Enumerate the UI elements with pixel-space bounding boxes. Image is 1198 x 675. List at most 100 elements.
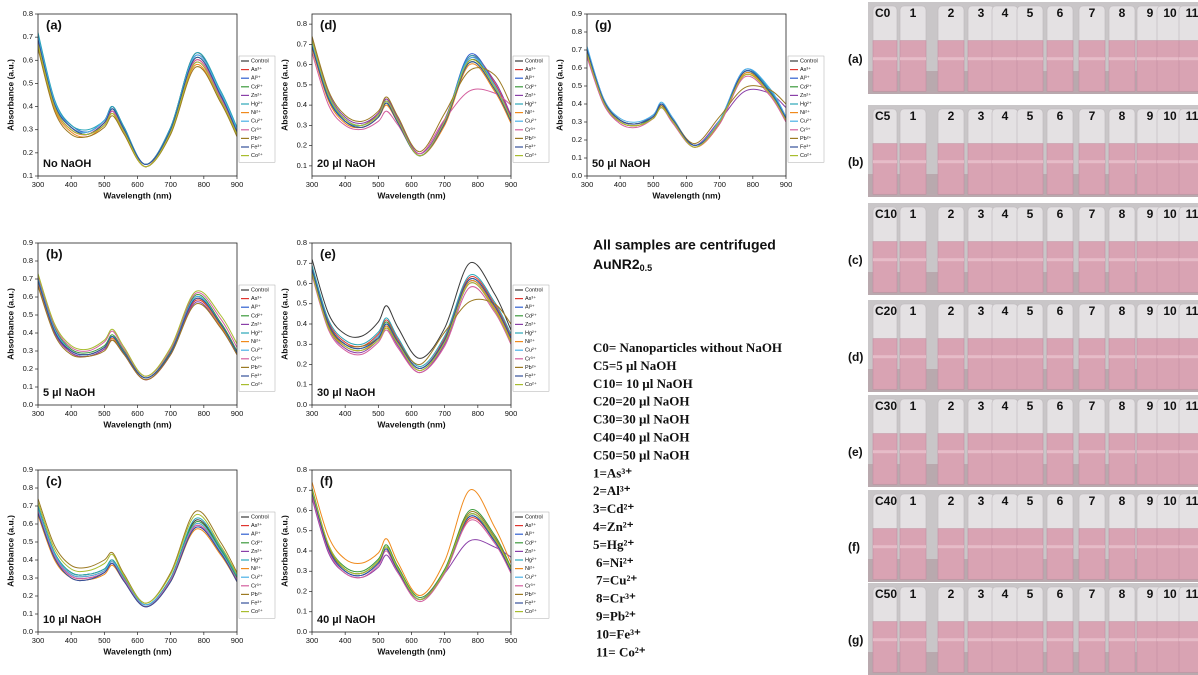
tube-number: 6	[1057, 207, 1064, 221]
legend-label: Al³⁺	[525, 531, 535, 538]
spectrum-line	[312, 40, 511, 157]
row-label: (f)	[848, 540, 860, 554]
spectrum-line	[312, 40, 511, 157]
legend-label: Cu²⁺	[525, 347, 537, 354]
x-tick-label: 300	[581, 180, 594, 189]
tube-liquid	[1178, 143, 1198, 195]
tube-band	[938, 450, 964, 454]
tube-band	[1079, 450, 1105, 454]
legend-label: Al³⁺	[251, 75, 261, 82]
x-tick-label: 600	[405, 409, 418, 418]
x-axis-label: Wavelength (nm)	[377, 190, 445, 200]
annotation: No NaOH	[43, 158, 91, 170]
tube-band	[938, 545, 964, 549]
tube-band	[1079, 545, 1105, 549]
tube-band	[1157, 258, 1183, 262]
legend-label: Zn²⁺	[251, 92, 262, 99]
y-axis-label: Absorbance (a.u.)	[279, 59, 289, 131]
tube-number: 3	[978, 304, 985, 318]
tube-band	[968, 57, 994, 61]
x-tick-label: 300	[306, 180, 319, 189]
tube-liquid	[967, 143, 995, 195]
tube-number: 8	[1119, 6, 1126, 20]
sample-label: C0	[875, 6, 891, 20]
tube-band	[1109, 545, 1135, 549]
spectrum-line	[312, 273, 511, 372]
tube-liquid	[1178, 40, 1198, 92]
tube-number: 1	[910, 109, 917, 123]
y-tick-label: 0.4	[297, 100, 307, 109]
plot-frame	[311, 242, 512, 406]
tube-liquid	[1016, 338, 1044, 390]
tube-liquid	[1046, 40, 1074, 92]
spectrum-line	[38, 505, 237, 606]
tube-band	[1079, 355, 1105, 359]
y-tick-label: 0.1	[23, 382, 33, 391]
tube-number: 1	[910, 207, 917, 221]
chart-panel: 0.0 0.1 0.2 0.3 0.4 0.5 0.6 0.7 0.8 0.9 300 400 500 6…	[5, 238, 276, 429]
tube-band	[1047, 545, 1073, 549]
tube-band	[1109, 57, 1135, 61]
y-tick-label: 0.4	[297, 546, 307, 555]
spectrum-line	[312, 267, 511, 370]
legend-box	[512, 511, 550, 619]
tube-liquid	[1178, 338, 1198, 390]
y-tick-label: 0.1	[297, 380, 307, 389]
tube-number: 9	[1147, 6, 1154, 20]
legend-label: Ni²⁺	[525, 109, 535, 116]
key-line: 11= Co²⁺	[596, 644, 646, 659]
y-tick-label: 0.2	[297, 586, 307, 595]
tube-number: 9	[1147, 494, 1154, 508]
spectrum-line	[312, 490, 511, 601]
tube-band	[1137, 57, 1163, 61]
tube-liquid	[1108, 241, 1136, 293]
tube-liquid	[1046, 433, 1074, 485]
tube-number: 10	[1163, 587, 1177, 601]
tube-number: 4	[1002, 494, 1009, 508]
sample-label: C30	[875, 399, 897, 413]
tube-band	[992, 160, 1018, 164]
legend-label: As³⁺	[800, 66, 811, 73]
tube-liquid	[991, 143, 1019, 195]
y-tick-label: 0.3	[297, 120, 307, 129]
spectrum-line	[38, 41, 237, 168]
key-line: C0= Nanoparticles without NaOH	[593, 340, 782, 355]
x-tick-label: 600	[405, 636, 418, 645]
tube-band	[992, 450, 1018, 454]
spectrum-line	[38, 509, 237, 606]
tube-number: 6	[1057, 109, 1064, 123]
spectrum-line	[312, 496, 511, 603]
row-label: (b)	[848, 155, 863, 169]
tube-number: 2	[948, 207, 955, 221]
x-tick-label: 700	[438, 636, 451, 645]
x-tick-label: 900	[231, 636, 244, 645]
tube-number: 5	[1027, 587, 1034, 601]
legend-label: Ni²⁺	[525, 338, 535, 345]
tube-number: 5	[1027, 399, 1034, 413]
tube-band	[873, 638, 897, 642]
y-tick-label: 0.6	[572, 63, 582, 72]
tube-number: 1	[910, 6, 917, 20]
tube-liquid	[1178, 241, 1198, 293]
x-tick-label: 700	[164, 180, 177, 189]
tube-band	[968, 258, 994, 262]
legend-label: As³⁺	[525, 522, 536, 529]
x-tick-label: 300	[32, 636, 45, 645]
legend-label: Fe³⁺	[525, 599, 536, 606]
tube-band	[1157, 638, 1183, 642]
tube-number: 8	[1119, 587, 1126, 601]
legend-label: Cd²⁺	[800, 83, 812, 90]
tube-number: 3	[978, 207, 985, 221]
legend-label: Fe³⁺	[525, 372, 536, 379]
tube-number: 9	[1147, 207, 1154, 221]
tube-number: 7	[1089, 109, 1096, 123]
tube-number: 3	[978, 399, 985, 413]
tube-liquid	[937, 433, 965, 485]
tube-liquid	[1156, 143, 1184, 195]
legend-label: Cd²⁺	[525, 83, 537, 90]
annotation: 20 µl NaOH	[317, 158, 375, 170]
x-tick-label: 700	[164, 409, 177, 418]
row-label: (a)	[848, 52, 863, 66]
tube-number: 9	[1147, 304, 1154, 318]
chart-panel: 0.0 0.1 0.2 0.3 0.4 0.5 0.6 0.7 0.8 0.9 300 400 500 6…	[554, 9, 825, 200]
